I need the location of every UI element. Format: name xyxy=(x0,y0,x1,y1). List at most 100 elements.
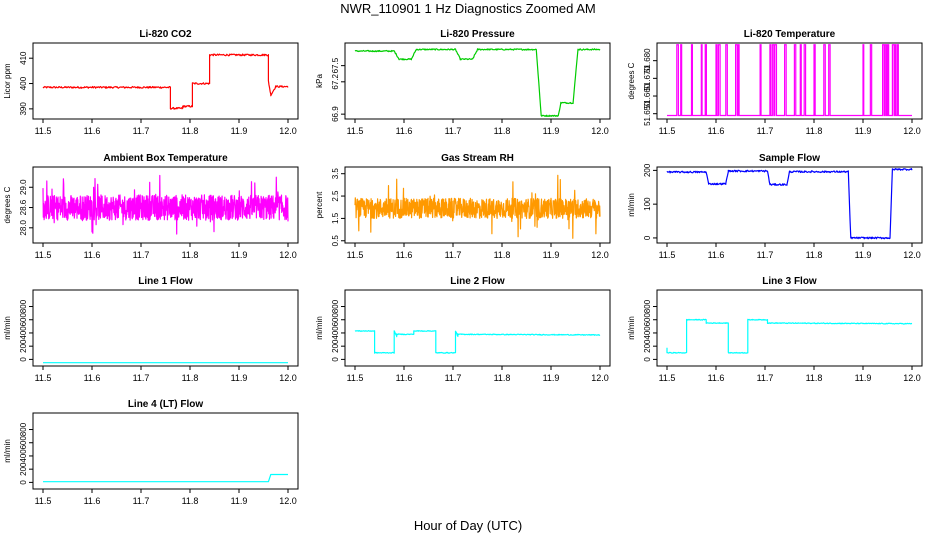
y-tick-label: 600 xyxy=(331,313,340,327)
y-tick-label: 800 xyxy=(19,422,28,436)
y-tick-label: 2.5 xyxy=(331,190,340,202)
panel: Li-820 Pressure kPa 11.5 11.6 11.7 11.8 11.9 12… xyxy=(315,29,611,136)
x-tick-label: 11.9 xyxy=(231,126,248,136)
x-tick-label: 11.8 xyxy=(182,373,199,383)
panel-title: Line 4 (LT) Flow xyxy=(128,399,204,410)
y-tick-label: 100 xyxy=(643,197,652,211)
data-group xyxy=(666,168,913,240)
series-line xyxy=(666,318,913,354)
series-line xyxy=(354,174,601,239)
plot-frame xyxy=(32,412,299,490)
y-tick-label: 600 xyxy=(19,313,28,327)
y-tick-label: 200 xyxy=(19,339,28,353)
x-tick-label: 11.8 xyxy=(806,250,823,260)
x-tick-label: 11.9 xyxy=(231,250,248,260)
panel: Line 2 Flow ml/min 11.5 11.6 11.7 11.8 11.9 12.… xyxy=(315,276,611,383)
panel-title: Li-820 Pressure xyxy=(440,29,515,40)
plot-frame xyxy=(656,42,923,120)
x-tick-label: 11.5 xyxy=(347,250,364,260)
panel-title: Sample Flow xyxy=(759,153,820,164)
x-tick-label: 11.9 xyxy=(231,496,248,506)
series-line xyxy=(42,53,289,110)
y-axis-label: percent xyxy=(315,191,324,218)
y-tick-label: 28.0 xyxy=(19,219,28,235)
plot-frame xyxy=(656,289,923,367)
y-tick-label: 200 xyxy=(19,462,28,476)
x-tick-label: 12.0 xyxy=(279,496,297,506)
x-tick-label: 12.0 xyxy=(279,250,297,260)
y-tick-label: 390 xyxy=(19,102,28,116)
x-tick-label: 11.5 xyxy=(35,126,52,136)
panel-title: Li-820 Temperature xyxy=(744,29,836,40)
plot-frame xyxy=(656,166,923,244)
x-tick-label: 12.0 xyxy=(903,126,921,136)
x-tick-label: 11.5 xyxy=(347,373,364,383)
x-tick-label: 11.6 xyxy=(708,373,725,383)
panel: Gas Stream RH percent 11.5 11.6 11.7 11.8 11.9… xyxy=(315,153,611,260)
panel: Ambient Box Temperature degrees C 11.5 11.6… xyxy=(3,153,299,260)
y-tick-label: 0 xyxy=(331,357,340,362)
x-tick-label: 11.6 xyxy=(396,373,413,383)
x-tick-label: 11.6 xyxy=(396,126,413,136)
x-tick-label: 11.6 xyxy=(708,126,725,136)
y-axis-label: ml/min xyxy=(627,316,636,340)
y-tick-label: 410 xyxy=(19,51,28,65)
panel-title: Line 3 Flow xyxy=(762,276,817,287)
x-tick-label: 12.0 xyxy=(279,373,297,383)
x-tick-label: 11.5 xyxy=(35,373,52,383)
x-tick-label: 11.8 xyxy=(806,126,823,136)
plot-frame xyxy=(344,166,611,244)
data-group xyxy=(42,174,289,235)
series-line xyxy=(43,473,288,483)
x-tick-label: 12.0 xyxy=(591,373,609,383)
panel: Line 3 Flow ml/min 11.5 11.6 11.7 11.8 11.9 12.… xyxy=(627,276,923,383)
series-line xyxy=(354,48,601,117)
x-tick-label: 11.8 xyxy=(494,126,511,136)
x-tick-label: 11.7 xyxy=(757,126,774,136)
x-tick-label: 11.7 xyxy=(445,373,462,383)
y-tick-label: 400 xyxy=(643,326,652,340)
y-tick-label: 200 xyxy=(643,339,652,353)
x-tick-label: 11.5 xyxy=(347,126,364,136)
y-tick-label: 66.9 xyxy=(331,106,340,122)
y-tick-label: 200 xyxy=(643,163,652,177)
x-tick-label: 12.0 xyxy=(903,373,921,383)
x-tick-label: 11.9 xyxy=(543,126,560,136)
x-tick-label: 11.5 xyxy=(659,373,676,383)
y-axis-label: ml/min xyxy=(3,316,12,340)
x-tick-label: 11.7 xyxy=(445,126,462,136)
x-tick-label: 11.8 xyxy=(182,496,199,506)
y-axis-label: degrees C xyxy=(627,62,636,99)
x-tick-label: 11.6 xyxy=(84,496,101,506)
y-tick-label: 51.650 xyxy=(643,101,652,126)
x-tick-label: 11.9 xyxy=(231,373,248,383)
data-group xyxy=(354,48,601,117)
x-tick-label: 11.8 xyxy=(494,373,511,383)
y-tick-label: 400 xyxy=(331,326,340,340)
y-axis-label: ml/min xyxy=(627,193,636,217)
x-tick-label: 12.0 xyxy=(279,126,297,136)
y-axis-label: Licor ppm xyxy=(3,63,12,98)
x-tick-label: 11.5 xyxy=(35,496,52,506)
y-tick-label: 800 xyxy=(331,299,340,313)
x-tick-label: 11.5 xyxy=(659,126,676,136)
y-tick-label: 0.5 xyxy=(331,235,340,247)
x-tick-label: 11.8 xyxy=(182,250,199,260)
panel-title: Li-820 CO2 xyxy=(139,29,192,40)
x-tick-label: 11.9 xyxy=(855,373,872,383)
data-group xyxy=(43,473,288,483)
y-tick-label: 0 xyxy=(643,357,652,362)
y-tick-label: 67.2 xyxy=(331,73,340,89)
x-tick-label: 12.0 xyxy=(591,126,609,136)
x-tick-label: 11.8 xyxy=(182,126,199,136)
y-tick-label: 400 xyxy=(19,449,28,463)
panel-title: Ambient Box Temperature xyxy=(103,153,228,164)
y-tick-label: 200 xyxy=(331,339,340,353)
y-tick-label: 51.660 xyxy=(643,83,652,108)
y-tick-label: 51.670 xyxy=(643,66,652,91)
y-tick-label: 51.680 xyxy=(643,48,652,73)
y-tick-label: 28.6 xyxy=(19,199,28,215)
y-tick-label: 600 xyxy=(643,313,652,327)
x-tick-label: 11.7 xyxy=(133,496,150,506)
